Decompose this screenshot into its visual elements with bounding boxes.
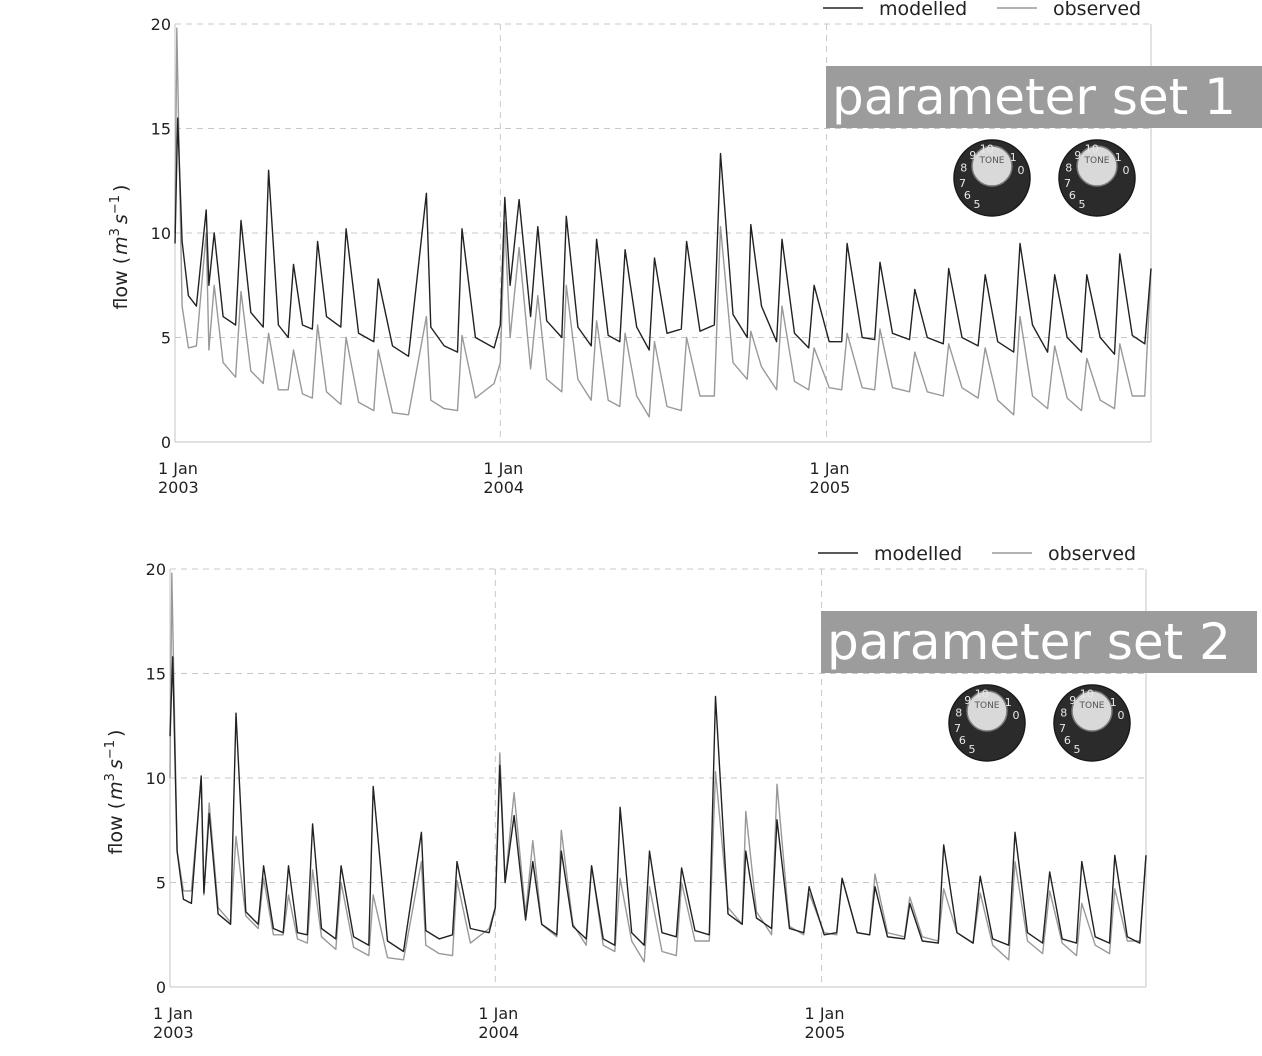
knob-scale-number: 9	[1069, 694, 1076, 707]
knob-cap	[1076, 145, 1118, 187]
knob-scale-number: 10	[1085, 143, 1099, 156]
x-tick-label: 2005	[810, 478, 851, 497]
knob-scale-number: 10	[975, 688, 989, 701]
knob-scale-number: 9	[969, 149, 976, 162]
knob-scale-number: 9	[964, 694, 971, 707]
y-tick-label: 20	[151, 15, 171, 34]
knob-scale-number: 7	[954, 722, 961, 735]
y-tick-label: 10	[151, 224, 171, 243]
knob-cap-label: TONE	[1078, 701, 1104, 711]
knob-scale-number: 1	[1010, 151, 1017, 164]
knob-scale-number: 8	[955, 707, 962, 720]
legend-label: observed	[1048, 543, 1136, 565]
knob-scale-number: 6	[964, 189, 971, 202]
knob-scale-number: 6	[1069, 189, 1076, 202]
x-tick-label: 1 Jan	[478, 1004, 518, 1023]
knob-cap	[971, 145, 1013, 187]
knob-scale-number: 7	[1059, 722, 1066, 735]
knob-scale-number: 10	[980, 143, 994, 156]
knob-scale-number: 0	[1123, 164, 1130, 177]
knob-cap	[966, 690, 1008, 732]
x-tick-label: 1 Jan	[153, 1004, 193, 1023]
x-tick-label: 1 Jan	[158, 459, 198, 478]
y-tick-label: 0	[156, 978, 166, 997]
y-axis-label: flow (m3s−1)	[108, 185, 132, 310]
y-tick-label: 0	[161, 433, 171, 452]
knob-cap	[1071, 690, 1113, 732]
knob-scale-number: 8	[960, 162, 967, 175]
series-line-observed	[174, 27, 1152, 418]
y-tick-label: 10	[146, 769, 166, 788]
legend-label: modelled	[879, 0, 967, 20]
knob-scale-number: 5	[969, 743, 976, 756]
knob-scale-number: 0	[1018, 164, 1025, 177]
knob-scale-number: 5	[974, 198, 981, 211]
knob-scale-number: 1	[1005, 696, 1012, 709]
tone-knob-icon: TONE 567 89 10 10	[948, 684, 1026, 762]
banner-box	[821, 611, 1257, 673]
x-tick-label: 1 Jan	[805, 1004, 845, 1023]
series-line-modelled	[174, 117, 1152, 357]
x-tick-label: 1 Jan	[810, 459, 850, 478]
x-tick-label: 2003	[158, 478, 199, 497]
knob-scale-number: 1	[1115, 151, 1122, 164]
knob-scale-number: 8	[1065, 162, 1072, 175]
banner-label: parameter set 2	[827, 613, 1231, 671]
series-line-modelled	[169, 656, 1147, 953]
y-tick-label: 15	[151, 120, 171, 139]
x-tick-label: 1 Jan	[483, 459, 523, 478]
x-tick-label: 2005	[805, 1023, 846, 1042]
knob-scale-number: 7	[1064, 177, 1071, 190]
knob-scale-number: 10	[1080, 688, 1094, 701]
knob-scale-number: 6	[1064, 734, 1071, 747]
knob-scale-number: 1	[1110, 696, 1117, 709]
knob-cap-label: TONE	[978, 156, 1004, 166]
y-tick-label: 5	[156, 874, 166, 893]
knob-scale-number: 7	[959, 177, 966, 190]
knob-scale-number: 9	[1074, 149, 1081, 162]
legend-label: observed	[1053, 0, 1141, 20]
x-tick-label: 2003	[153, 1023, 194, 1042]
y-axis-label: flow (m3s−1)	[103, 730, 127, 855]
knob-scale-number: 0	[1118, 709, 1125, 722]
tone-knob-icon: TONE 567 89 10 10	[1058, 139, 1136, 217]
knob-scale-number: 5	[1074, 743, 1081, 756]
legend-label: modelled	[874, 543, 962, 565]
banner-box	[826, 66, 1262, 128]
tone-knob-icon: TONE 567 89 10 10	[953, 139, 1031, 217]
knob-scale-number: 6	[959, 734, 966, 747]
knob-cap-label: TONE	[973, 701, 999, 711]
y-tick-label: 15	[146, 665, 166, 684]
y-tick-label: 20	[146, 560, 166, 579]
banner-label: parameter set 1	[832, 68, 1236, 126]
x-tick-label: 2004	[478, 1023, 519, 1042]
y-tick-label: 5	[161, 329, 171, 348]
knob-scale-number: 5	[1079, 198, 1086, 211]
x-tick-label: 2004	[483, 478, 524, 497]
tone-knob-icon: TONE 567 89 10 10	[1053, 684, 1131, 762]
knob-scale-number: 0	[1013, 709, 1020, 722]
knob-cap-label: TONE	[1083, 156, 1109, 166]
knob-scale-number: 8	[1060, 707, 1067, 720]
